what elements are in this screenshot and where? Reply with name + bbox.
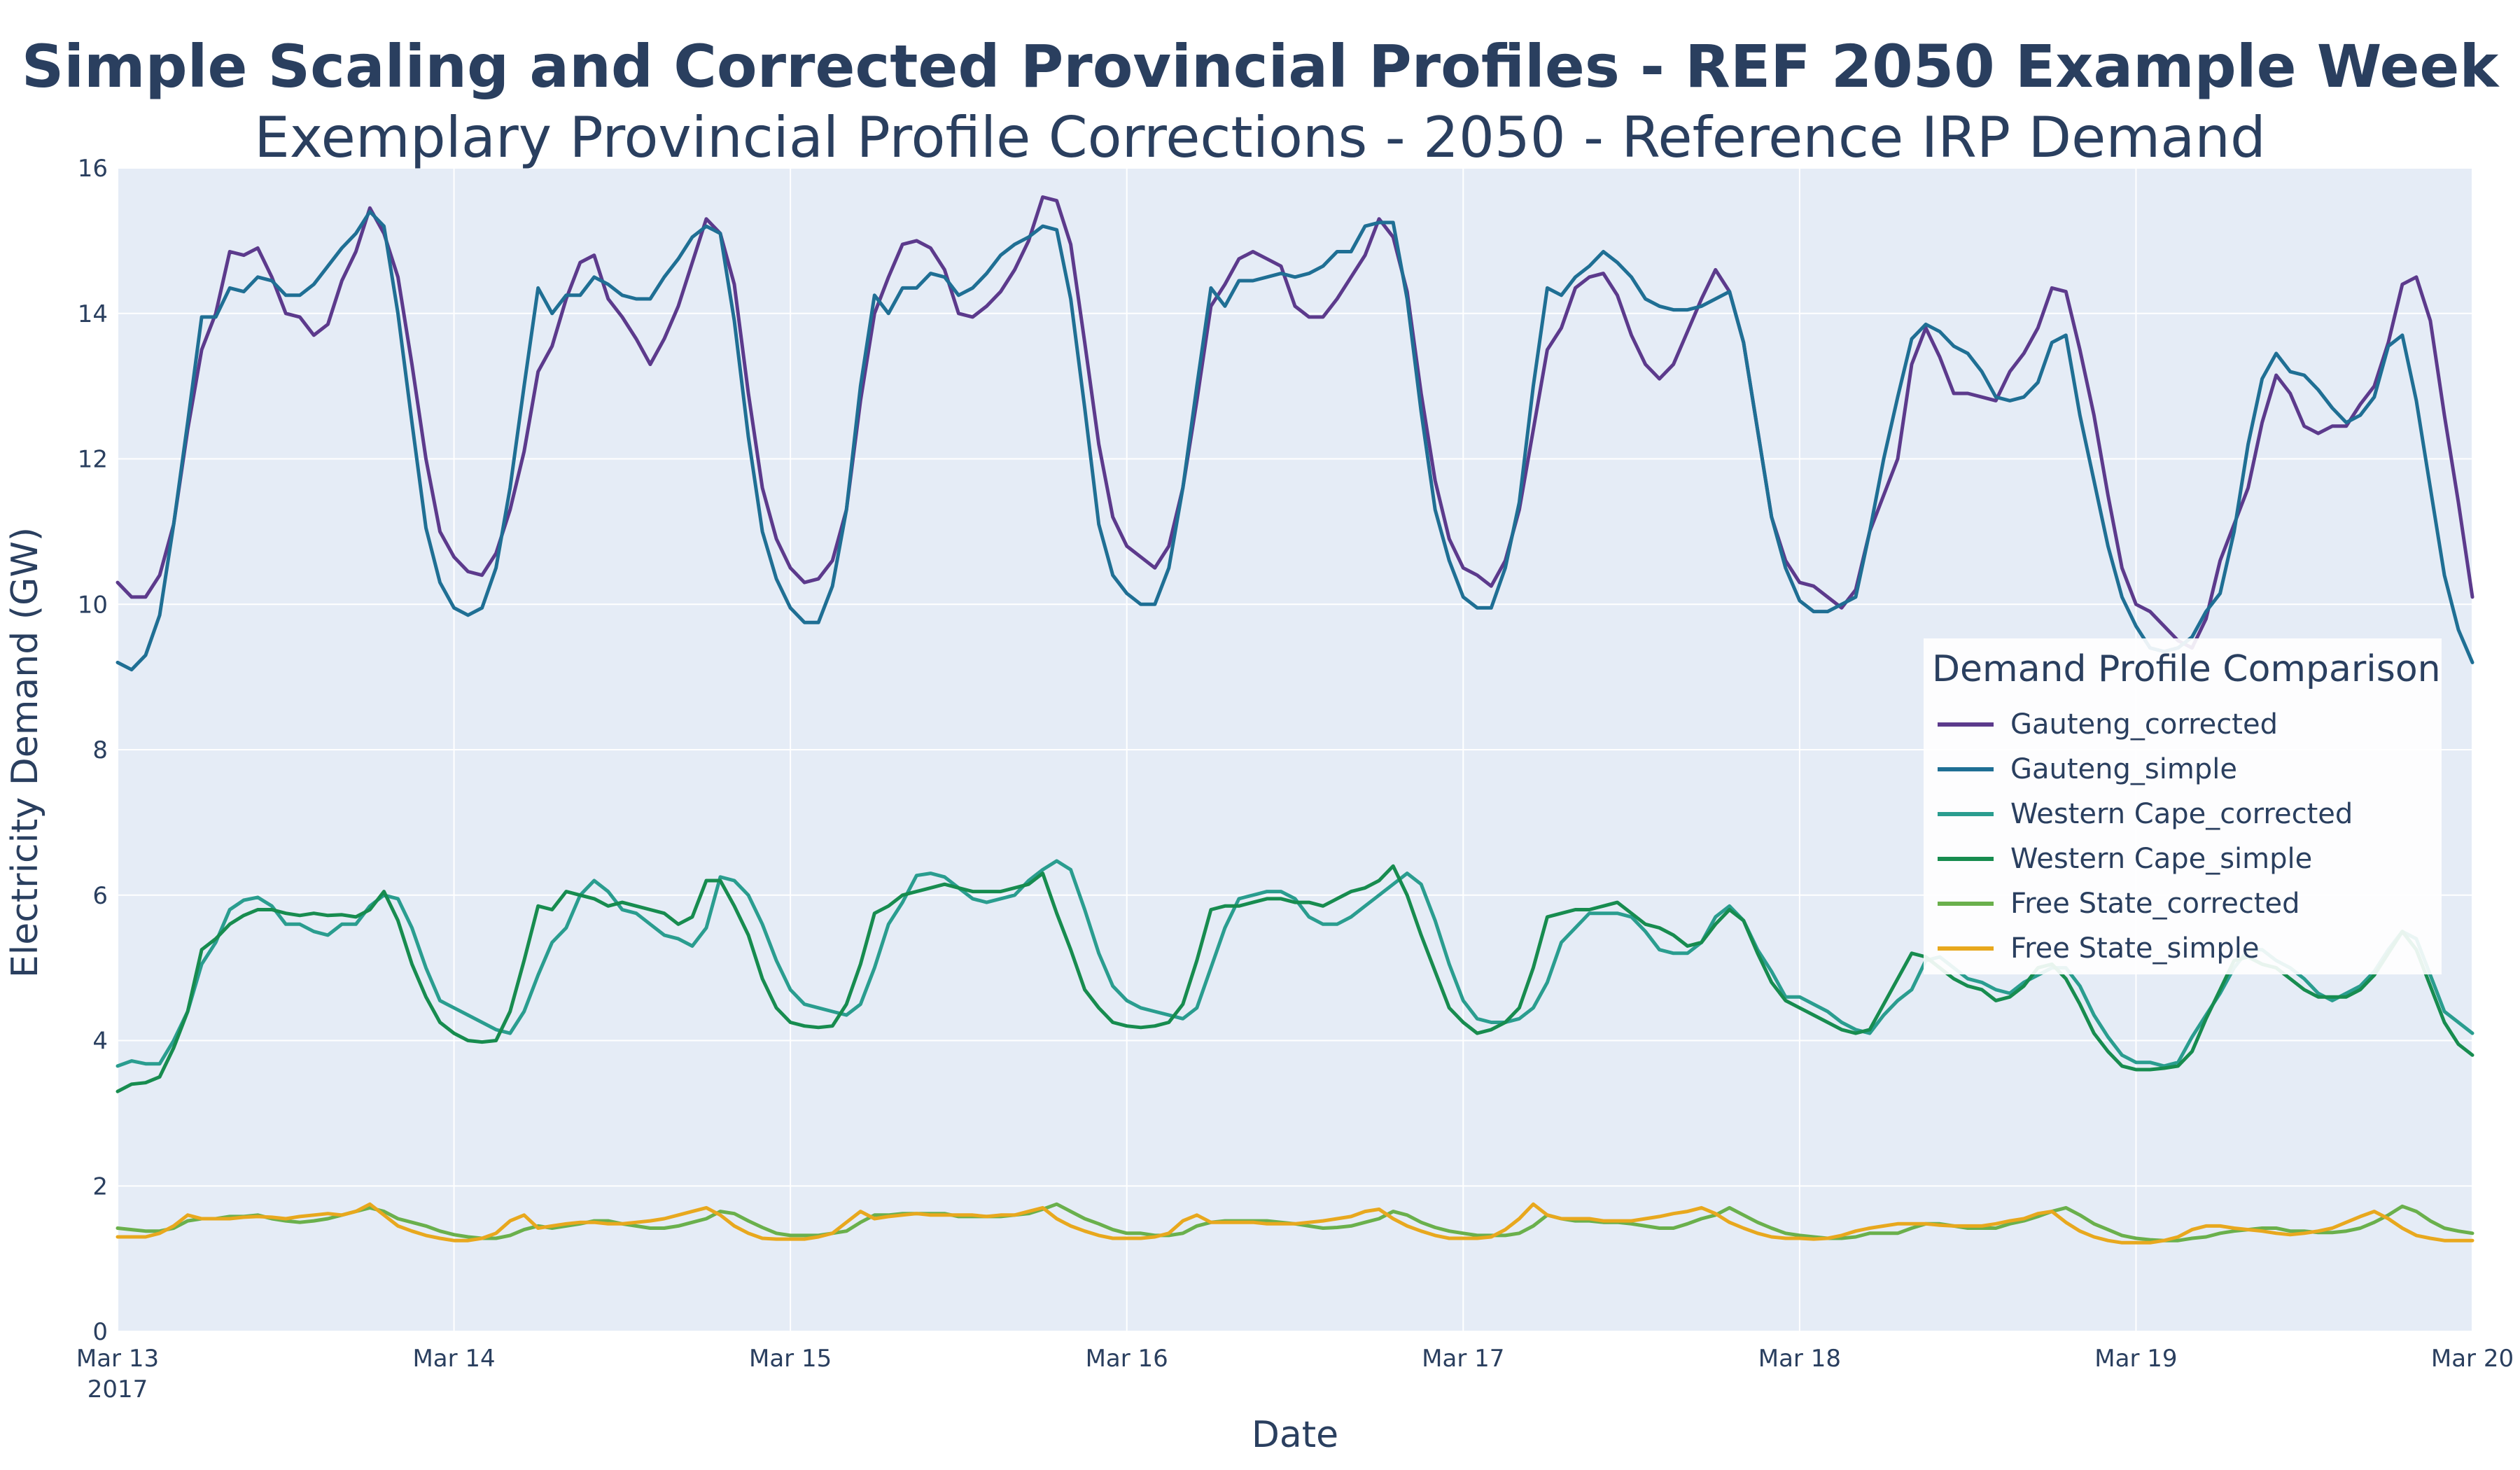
y-tick-label: 8: [92, 736, 108, 764]
legend-swatch: [1938, 767, 1994, 771]
y-axis-ticks: 0 2 4 6 8 10 12 14 16: [78, 155, 108, 1346]
legend-swatch: [1938, 857, 1994, 861]
chart-title: Simple Scaling and Corrected Provincial …: [21, 32, 2499, 101]
x-axis-label: Date: [1251, 1414, 1339, 1456]
legend-swatch: [1938, 812, 1994, 816]
legend-swatch: [1938, 946, 1994, 951]
legend-label: Western Cape_simple: [2010, 843, 2313, 875]
x-tick-label: Mar 17: [1422, 1345, 1504, 1373]
legend-title: Demand Profile Comparison: [1932, 648, 2441, 690]
y-tick-label: 14: [78, 300, 108, 328]
y-tick-label: 12: [78, 446, 108, 474]
y-tick-label: 6: [92, 882, 108, 910]
gridlines: [117, 167, 2473, 1332]
y-tick-label: 10: [78, 591, 108, 619]
legend-item[interactable]: Western Cape_simple: [1938, 840, 2435, 879]
legend-item[interactable]: Gauteng_simple: [1938, 750, 2435, 790]
legend-swatch: [1938, 902, 1994, 906]
x-tick-label: Mar 19: [2094, 1345, 2177, 1373]
series-line-western-cape-corrected: [115, 859, 2474, 1068]
x-tick-label: Mar 16: [1086, 1345, 1168, 1373]
chart-subtitle: Exemplary Provincial Profile Corrections…: [254, 105, 2266, 170]
legend-label: Gauteng_corrected: [2010, 708, 2278, 741]
x-tick-year: 2017: [88, 1376, 148, 1404]
series-lines: [115, 195, 2474, 1245]
x-tick-label: Mar 15: [749, 1345, 832, 1373]
x-tick-label: Mar 18: [1758, 1345, 1841, 1373]
legend-item[interactable]: Free State_corrected: [1938, 885, 2435, 924]
series-line-gauteng-corrected: [115, 195, 2474, 650]
y-tick-label: 16: [78, 155, 108, 183]
series-line-western-cape-simple: [115, 864, 2474, 1093]
y-tick-label: 2: [92, 1172, 108, 1200]
legend-label: Gauteng_simple: [2010, 753, 2237, 785]
series-line-free-state-simple: [115, 1202, 2474, 1245]
y-tick-label: 0: [92, 1318, 108, 1346]
y-tick-label: 4: [92, 1028, 108, 1056]
legend-label: Western Cape_corrected: [2010, 798, 2353, 830]
legend-label: Free State_simple: [2010, 932, 2260, 965]
legend-item[interactable]: Free State_simple: [1938, 930, 2435, 969]
legend: Demand Profile Comparison Gauteng_correc…: [1924, 638, 2442, 974]
x-axis-ticks: Mar 13 2017 Mar 14 Mar 15 Mar 16 Mar 17 Mar 18…: [76, 1345, 2514, 1404]
legend-swatch: [1938, 722, 1994, 727]
x-tick-label: Mar 14: [412, 1345, 495, 1373]
legend-item[interactable]: Western Cape_corrected: [1938, 795, 2435, 834]
legend-label: Free State_corrected: [2010, 888, 2300, 920]
series-line-gauteng-simple: [115, 209, 2474, 672]
legend-item[interactable]: Gauteng_corrected: [1938, 706, 2435, 745]
x-tick-label: Mar 20: [2431, 1345, 2514, 1373]
y-axis-label: Electricity Demand (GW): [4, 526, 46, 979]
x-tick-label: Mar 13: [76, 1345, 159, 1373]
